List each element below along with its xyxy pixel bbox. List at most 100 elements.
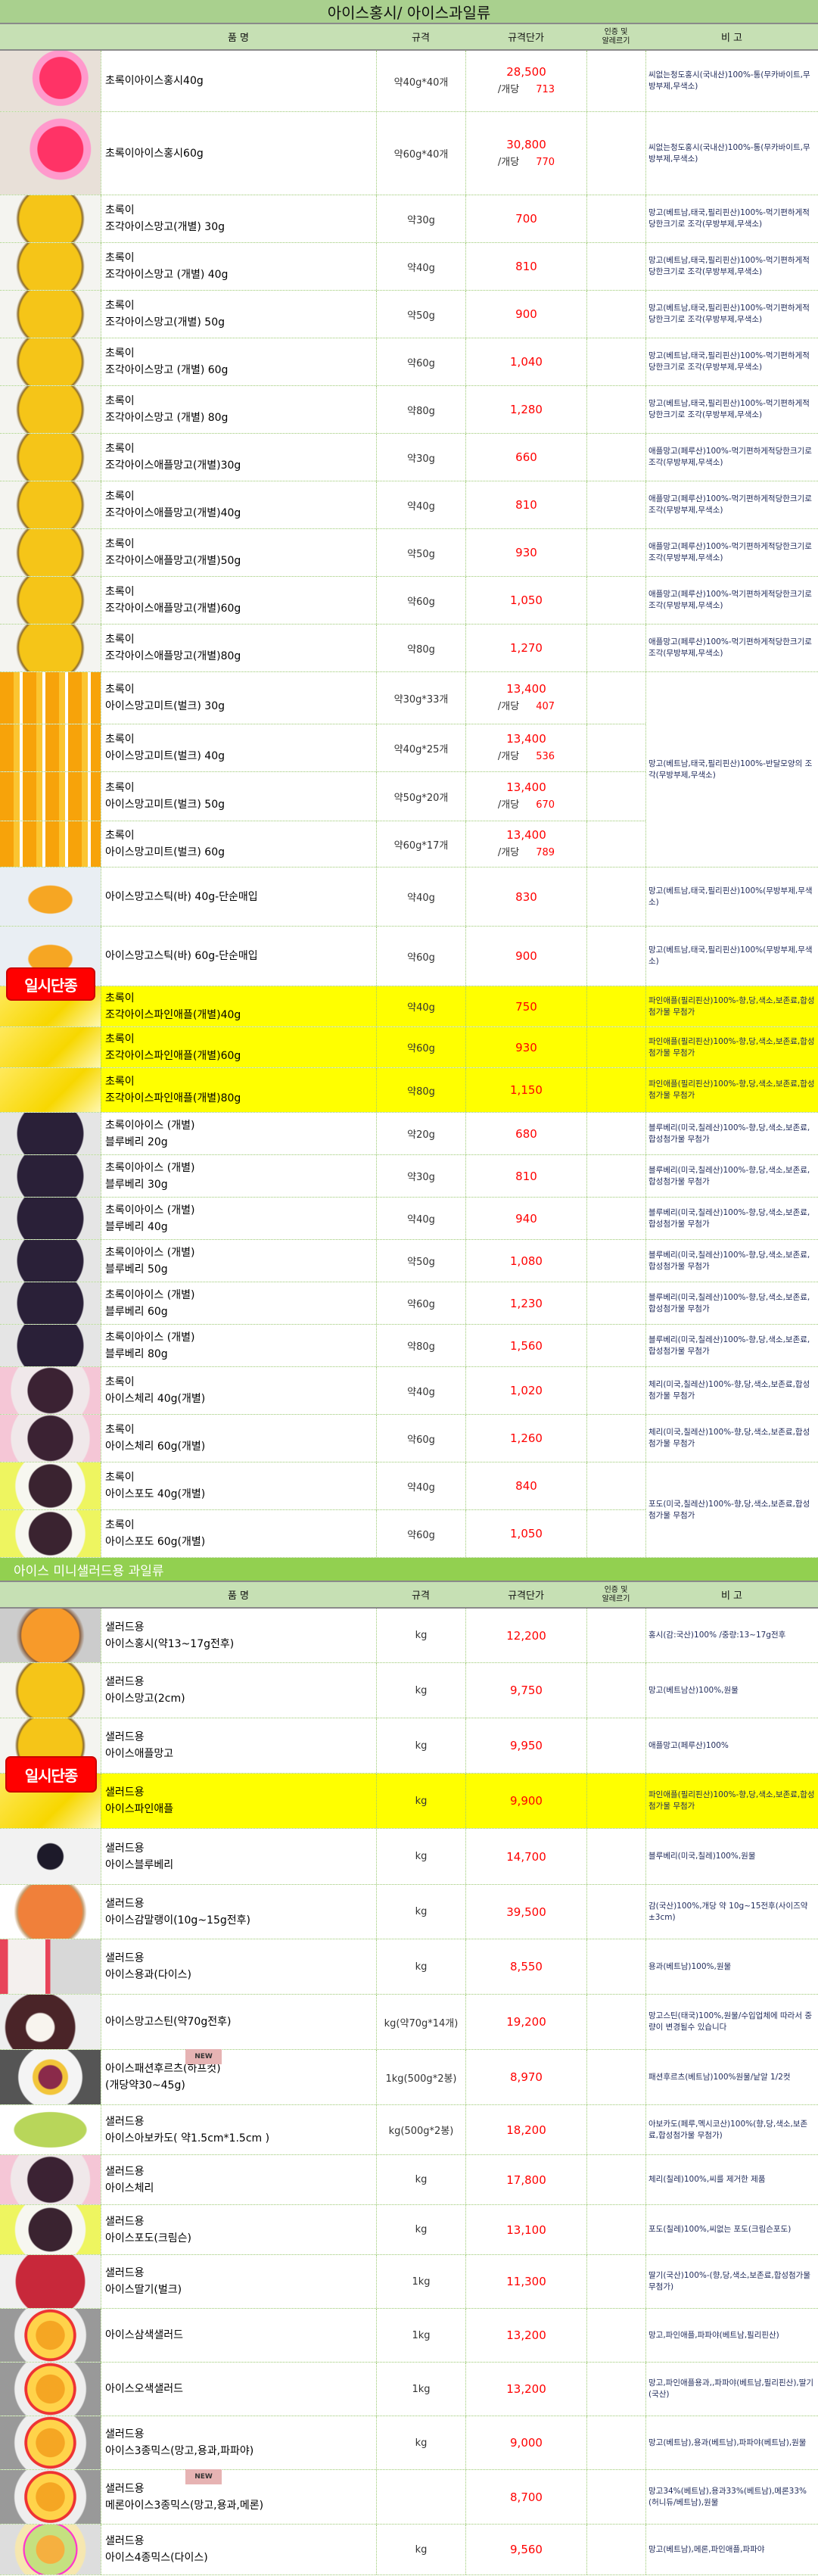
header-cert: 인증 및 알레르기	[602, 27, 630, 45]
product-price: 19,200	[465, 1995, 586, 2049]
unit-price-value: 713	[536, 84, 555, 95]
mango-bulk-photo	[0, 821, 101, 867]
product-name: 초록이 아이스망고미트(벌크) 30g	[101, 672, 376, 724]
price-value: 13,200	[506, 2328, 546, 2342]
unit-price: /개당 789	[466, 844, 586, 862]
product-name-line: 조각아이스애플망고(개별)50g	[105, 555, 241, 567]
product-name: 샐러드용 아이스체리	[101, 2155, 376, 2204]
certification-cell	[586, 577, 645, 624]
certification-cell	[586, 1609, 645, 1662]
product-name: 샐러드용 아이스감말랭이(10g~15g전후)	[101, 1885, 376, 1939]
price-value: 1,230	[510, 1296, 543, 1310]
certification-cell	[586, 481, 645, 528]
product-name-line: 초록이	[105, 252, 135, 264]
product-spec: 1kg	[376, 2255, 465, 2308]
table-row: 아이스삼색샐러드 1kg 13,200 망고,파인애플,파파야(베트남,필리핀산)	[0, 2309, 818, 2363]
product-note: 애플망고(페루산)100%	[645, 1718, 818, 1773]
certification-cell	[586, 243, 645, 290]
product-price: 13,200	[465, 2363, 586, 2416]
product-spec: kg	[376, 1885, 465, 1939]
product-note: 망고(베트남,태국,필리핀산)100%-먹기편하게적당한크기로 조각(무방부제,…	[645, 386, 818, 433]
certification-cell	[586, 927, 645, 986]
product-price: 1,260	[465, 1415, 586, 1462]
product-price: 8,970	[465, 2050, 586, 2104]
certification-cell	[586, 1068, 645, 1112]
table-row: 초록이 조각아이스애플망고(개별)80g 약80g 1,270 애플망고(페루산)100…	[0, 625, 818, 672]
table-row: 샐러드용 아이스포도(크림슨) kg 13,100 포도(칠레)100%,씨없는 포도(…	[0, 2205, 818, 2255]
product-name-line: 블루베리 60g	[105, 1305, 168, 1318]
product-note: 망고(베트남,태국,필리핀산)100%-먹기편하게적당한크기로 조각(무방부제,…	[645, 243, 818, 290]
product-name: 샐러드용 아이스블루베리	[101, 1829, 376, 1884]
table-row: 초록이 조각아이스망고(개별) 30g 약30g 700 망고(베트남,태국,필리핀산)…	[0, 195, 818, 243]
product-spec: 약50g	[376, 1240, 465, 1282]
product-name: 아이스오색샐러드	[101, 2363, 376, 2416]
table-row: 샐러드용 아이스체리 kg 17,800 체리(칠레)100%,씨를 제거한 제품	[0, 2155, 818, 2205]
certification-cell	[586, 625, 645, 671]
certification-cell	[586, 1325, 645, 1366]
certification-cell	[586, 112, 645, 195]
product-price: 9,950	[465, 1718, 586, 1773]
product-name-line: 샐러드용	[105, 1786, 145, 1799]
product-name: 초록이 조각아이스망고(개별) 30g	[101, 195, 376, 242]
product-spec: 약40g*40개	[376, 51, 465, 111]
product-name-line: 조각아이스망고(개별) 50g	[105, 316, 225, 329]
product-note: 파인애플(필리핀산)100%-향,당,색소,보존료,합성첨가물 무첨가	[645, 1027, 818, 1067]
merged-note: 망고(베트남,태국,필리핀산)100%-반달모양의 조각(무방부제,무색소)	[645, 672, 818, 867]
certification-cell	[586, 1462, 645, 1509]
product-note: 망고(베트남,태국,필리핀산)100%-먹기편하게적당한크기로 조각(무방부제,…	[645, 291, 818, 338]
product-price: 9,900	[465, 1774, 586, 1828]
product-note: 애플망고(페루산)100%-먹기편하게적당한크기로 조각(무방부제,무색소)	[645, 625, 818, 671]
price-value: 8,550	[510, 1960, 543, 1973]
certification-cell	[586, 195, 645, 242]
table-row: 아이스망고스틴(약70g전후) kg(약70g*14개) 19,200 망고스틴(태국…	[0, 1995, 818, 2050]
product-note: 블루베리(미국,칠레산)100%-향,당,색소,보존료,합성첨가물 무첨가	[645, 1155, 818, 1197]
unit-price: /개당 407	[466, 698, 586, 716]
product-price: 1,270	[465, 625, 586, 671]
table-row: 초록이 조각아이스망고 (개별) 80g 약80g 1,280 망고(베트남,태국,필리…	[0, 386, 818, 434]
price-value: 28,500	[506, 65, 546, 79]
persimmon-photo	[0, 1609, 101, 1663]
product-note: 망고(베트남,태국,필리핀산)100%-먹기편하게적당한크기로 조각(무방부제,…	[645, 338, 818, 385]
table-row: 아이스망고스틱(바) 40g-단순매입 약40g 830 망고(베트남,태국,필리핀산…	[0, 867, 818, 927]
product-note: 블루베리(미국,칠레산)100%-향,당,색소,보존료,합성첨가물 무첨가	[645, 1113, 818, 1154]
product-name: 초록이아이스 (개별) 블루베리 60g	[101, 1282, 376, 1324]
table-row: 샐러드용 아이스망고(2cm) kg 9,750 망고(베트남산)100%,원물	[0, 1663, 818, 1718]
certification-cell	[586, 821, 645, 867]
product-name-line: 샐러드용	[105, 1952, 145, 1964]
product-name: 샐러드용 아이스애플망고	[101, 1718, 376, 1773]
certification-cell	[586, 772, 645, 821]
product-name-line: 아이스포도 60g(개별)	[105, 1536, 206, 1548]
certification-cell	[586, 434, 645, 481]
unit-price-value: 670	[536, 799, 555, 811]
product-price: 17,800	[465, 2155, 586, 2204]
product-note: 애플망고(페루산)100%-먹기편하게적당한크기로 조각(무방부제,무색소)	[645, 434, 818, 481]
product-spec: 약60g*17개	[376, 821, 465, 867]
product-name: 초록이 조각아이스망고 (개별) 40g	[101, 243, 376, 290]
product-name: 샐러드용 메론아이스3종믹스(망고,용과,메론)	[101, 2470, 376, 2524]
product-name-line: 샐러드용	[105, 1621, 145, 1634]
product-spec: 약50g	[376, 291, 465, 338]
product-note: 용과(베트남)100%,원물	[645, 1939, 818, 1994]
product-name-line: 초록이	[105, 830, 135, 842]
price-value: 14,700	[506, 1849, 546, 1864]
price-value: 810	[515, 498, 537, 512]
price-value: 930	[515, 1040, 537, 1054]
section-title: 아이스홍시/ 아이스과일류	[0, 0, 818, 24]
table-row: 아이스망고스틱(바) 60g-단순매입 약60g 900 망고(베트남,태국,필리핀산…	[0, 927, 818, 986]
product-name: 샐러드용 아이스아보카도( 약1.5cm*1.5cm )	[101, 2105, 376, 2154]
blueberry-photo	[0, 1240, 101, 1282]
product-name: 초록이 아이스포도 40g(개별)	[101, 1462, 376, 1509]
product-spec: 약40g	[376, 481, 465, 528]
product-name-line: 아이스체리 60g(개별)	[105, 1441, 206, 1453]
price-value: 1,260	[510, 1431, 543, 1445]
product-spec: 약40g	[376, 986, 465, 1026]
product-price: 13,400/개당 407	[465, 672, 586, 724]
certification-cell	[586, 1198, 645, 1239]
header-price: 규격단가	[508, 1590, 544, 1602]
certification-cell	[586, 1367, 645, 1414]
product-name-line: 샐러드용	[105, 2267, 145, 2279]
price-value: 13,100	[506, 2222, 546, 2237]
product-name: 초록이 조각아이스망고 (개별) 60g	[101, 338, 376, 385]
certification-cell	[586, 291, 645, 338]
mango-piece-photo	[0, 386, 101, 434]
